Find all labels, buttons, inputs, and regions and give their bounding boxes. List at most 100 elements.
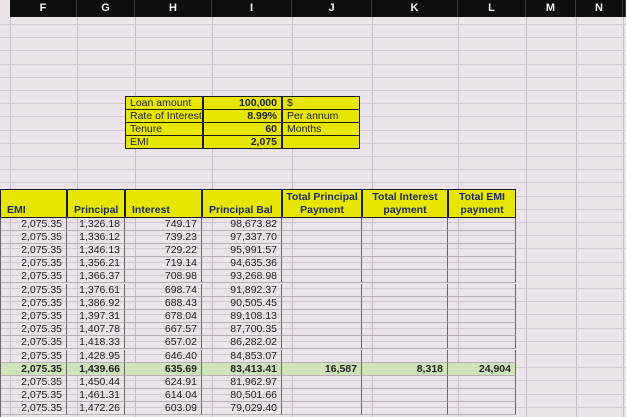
table-cell-empty[interactable] (282, 217, 362, 231)
table-cell[interactable]: 2,075.35 (0, 296, 67, 310)
table-cell-empty[interactable] (362, 217, 448, 231)
table-cell[interactable]: 657.02 (125, 336, 202, 350)
table-cell[interactable]: 79,029.40 (202, 402, 282, 416)
column-header-i[interactable]: I (212, 0, 292, 17)
table-cell-empty[interactable] (362, 323, 448, 337)
table-cell[interactable]: 1,326.18 (67, 217, 125, 231)
column-header-g[interactable]: G (77, 0, 135, 17)
table-cell-empty[interactable] (448, 283, 516, 297)
table-cell[interactable]: 1,356.21 (67, 257, 125, 271)
column-header-k[interactable]: K (372, 0, 458, 17)
table-cell[interactable]: 2,075.35 (0, 217, 67, 231)
table-cell[interactable]: 739.23 (125, 230, 202, 244)
table-cell[interactable]: 729.22 (125, 243, 202, 258)
table-cell[interactable]: 2,075.35 (0, 402, 67, 416)
table-cell[interactable]: 89,108.13 (202, 309, 282, 324)
table-cell[interactable]: 2,075.35 (0, 389, 67, 403)
table-cell-empty[interactable] (282, 389, 362, 403)
table-cell[interactable]: 646.40 (125, 349, 202, 363)
table-cell[interactable]: 1,461.31 (67, 389, 125, 403)
table-cell-empty[interactable] (282, 230, 362, 244)
table-cell[interactable]: 635.69 (125, 362, 202, 376)
table-cell-empty[interactable] (362, 243, 448, 258)
table-cell-empty[interactable] (282, 375, 362, 390)
table-cell[interactable]: 614.04 (125, 389, 202, 403)
table-cell[interactable]: 1,472.26 (67, 402, 125, 416)
table-cell[interactable]: 1,386.92 (67, 296, 125, 310)
table-cell-empty[interactable] (362, 349, 448, 363)
table-cell[interactable]: 98,673.82 (202, 217, 282, 231)
table-cell[interactable]: 2,075.35 (0, 375, 67, 390)
table-cell[interactable]: 91,892.37 (202, 283, 282, 297)
table-cell-empty[interactable] (448, 230, 516, 244)
table-cell-empty[interactable] (448, 349, 516, 363)
column-header-j[interactable]: J (292, 0, 372, 17)
table-cell[interactable]: 698.74 (125, 283, 202, 297)
table-cell[interactable]: 1,407.78 (67, 323, 125, 337)
table-cell-empty[interactable] (362, 257, 448, 271)
table-cell-empty[interactable] (282, 323, 362, 337)
table-cell[interactable]: 1,346.13 (67, 243, 125, 258)
table-cell-empty[interactable] (448, 309, 516, 324)
table-cell[interactable]: 2,075.35 (0, 309, 67, 324)
column-header-f[interactable]: F (10, 0, 77, 17)
table-cell-empty[interactable] (282, 309, 362, 324)
table-cell-empty[interactable] (448, 257, 516, 271)
table-cell-empty[interactable] (448, 323, 516, 337)
table-cell[interactable]: 86,282.02 (202, 336, 282, 350)
table-cell-empty[interactable] (282, 336, 362, 350)
table-cell[interactable]: 97,337.70 (202, 230, 282, 244)
table-cell-empty[interactable] (362, 402, 448, 416)
table-cell-empty[interactable] (448, 402, 516, 416)
table-cell-empty[interactable] (282, 349, 362, 363)
table-cell[interactable]: 678.04 (125, 309, 202, 324)
column-header-h[interactable]: H (135, 0, 212, 17)
table-cell[interactable]: 667.57 (125, 323, 202, 337)
table-cell[interactable]: 80,501.66 (202, 389, 282, 403)
table-cell-empty[interactable] (448, 336, 516, 350)
table-cell-empty[interactable] (282, 243, 362, 258)
table-cell[interactable]: 2,075.35 (0, 230, 67, 244)
table-cell[interactable]: 2,075.35 (0, 336, 67, 350)
table-cell[interactable]: 1,366.37 (67, 270, 125, 284)
table-cell[interactable]: 2,075.35 (0, 323, 67, 337)
table-cell[interactable]: 2,075.35 (0, 349, 67, 363)
table-cell-empty[interactable] (362, 375, 448, 390)
loan-value[interactable]: 60 (203, 122, 282, 136)
table-cell-empty[interactable] (282, 296, 362, 310)
table-cell-empty[interactable] (362, 336, 448, 350)
table-cell[interactable]: 1,336.12 (67, 230, 125, 244)
table-cell-empty[interactable] (362, 283, 448, 297)
table-cell[interactable]: 2,075.35 (0, 243, 67, 258)
table-cell-empty[interactable] (448, 243, 516, 258)
loan-value[interactable]: 2,075 (203, 135, 282, 149)
table-cell[interactable]: 94,635.36 (202, 257, 282, 271)
table-cell[interactable]: 1,418.33 (67, 336, 125, 350)
table-cell[interactable]: 2,075.35 (0, 362, 67, 376)
column-header-l[interactable]: L (458, 0, 526, 17)
table-cell-empty[interactable] (282, 257, 362, 271)
table-cell-empty[interactable] (448, 389, 516, 403)
table-cell[interactable]: 95,991.57 (202, 243, 282, 258)
total-cell[interactable]: 24,904 (448, 362, 516, 376)
column-header-m[interactable]: M (526, 0, 576, 17)
total-cell[interactable]: 16,587 (282, 362, 362, 376)
table-cell[interactable]: 1,439.66 (67, 362, 125, 376)
table-cell[interactable]: 688.43 (125, 296, 202, 310)
table-cell-empty[interactable] (282, 283, 362, 297)
table-cell[interactable]: 2,075.35 (0, 257, 67, 271)
table-cell[interactable]: 84,853.07 (202, 349, 282, 363)
table-cell[interactable]: 2,075.35 (0, 283, 67, 297)
table-cell[interactable]: 1,428.95 (67, 349, 125, 363)
table-cell-empty[interactable] (362, 270, 448, 284)
table-cell-empty[interactable] (362, 230, 448, 244)
table-cell-empty[interactable] (282, 270, 362, 284)
table-cell[interactable]: 624.91 (125, 375, 202, 390)
table-cell-empty[interactable] (362, 296, 448, 310)
table-cell[interactable]: 708.98 (125, 270, 202, 284)
table-cell[interactable]: 90,505.45 (202, 296, 282, 310)
table-cell[interactable]: 719.14 (125, 257, 202, 271)
table-cell[interactable]: 87,700.35 (202, 323, 282, 337)
total-cell[interactable]: 8,318 (362, 362, 448, 376)
table-cell-empty[interactable] (362, 309, 448, 324)
